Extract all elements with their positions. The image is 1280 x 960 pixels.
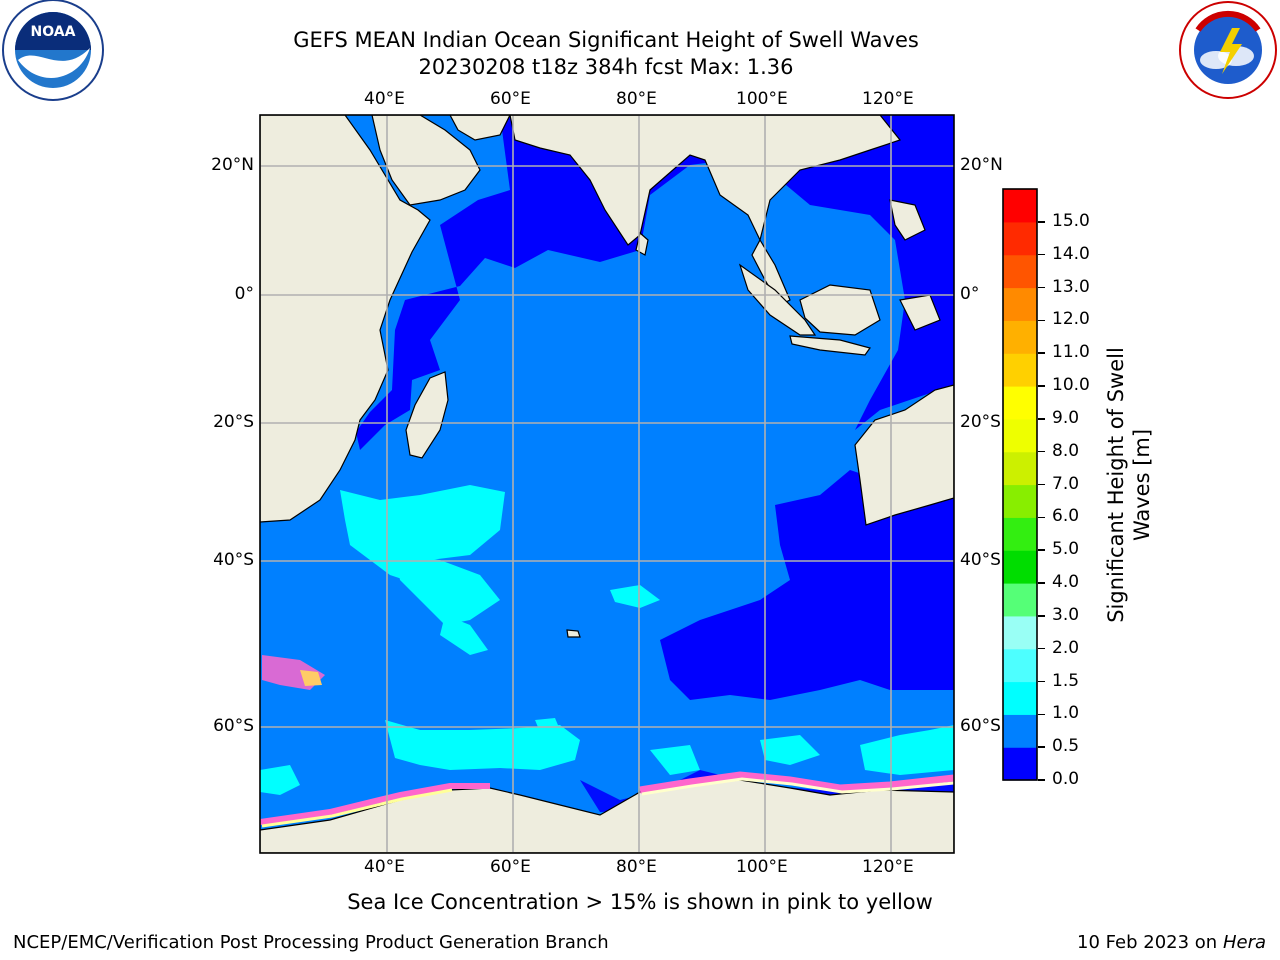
lat-label-left-20s: 20°S <box>213 412 254 432</box>
colorbar-tick-mark <box>1038 221 1045 223</box>
colorbar-tick-label: 7.0 <box>1052 473 1080 494</box>
colorbar-tick-mark <box>1038 680 1045 683</box>
date-text: 10 Feb 2023 <box>1077 932 1190 953</box>
colorbar-tick-label: 10.0 <box>1052 375 1090 395</box>
colorbar-tick-mark <box>1038 385 1045 387</box>
colorbar-tick-label: 5.0 <box>1052 539 1080 560</box>
colorbar-tick-mark <box>1038 779 1045 781</box>
colorbar-tick-mark <box>1038 253 1045 256</box>
chart-title: GEFS MEAN Indian Ocean Significant Heigh… <box>293 28 919 52</box>
colorbar-label: Significant Height of Swell Waves [m] <box>1103 347 1155 623</box>
nws-logo <box>1179 1 1277 99</box>
graticule <box>260 115 954 853</box>
colorbar-tick-mark <box>1038 549 1045 551</box>
colorbar-tick-label: 6.0 <box>1052 506 1080 527</box>
lon-label-bottom-120e: 120°E <box>862 857 914 877</box>
colorbar-tick-label: 9.0 <box>1052 407 1080 428</box>
colorbar-tick-mark <box>1038 615 1045 617</box>
lon-label-top-40e: 40°E <box>364 89 405 109</box>
colorbar-segment <box>1003 320 1037 354</box>
colorbar-tick-mark <box>1038 746 1045 748</box>
colorbar-tick-mark <box>1038 286 1045 289</box>
mid-swell-patches <box>260 485 954 795</box>
lat-label-right-60s: 60°S <box>960 716 1001 736</box>
colorbar-tick-label: 11.0 <box>1052 342 1090 363</box>
colorbar-tick-mark <box>1038 713 1045 716</box>
colorbar-tick-label: 13.0 <box>1052 276 1090 297</box>
colorbar-segment <box>1003 254 1037 289</box>
lon-label-bottom-80e: 80°E <box>616 857 657 877</box>
lat-label-left-20n: 20°N <box>211 155 254 175</box>
colorbar-tick-mark <box>1038 418 1045 420</box>
lat-label-right-0: 0° <box>960 284 980 304</box>
colorbar <box>1002 188 1038 781</box>
colorbar-segments <box>1003 189 1037 781</box>
lon-label-bottom-60e: 60°E <box>490 857 531 877</box>
colorbar-tick-label: 2.0 <box>1052 637 1080 658</box>
colorbar-segment <box>1003 714 1037 748</box>
colorbar-segment <box>1003 353 1037 387</box>
colorbar-tick-mark <box>1038 450 1045 453</box>
colorbar-segment <box>1003 747 1037 781</box>
colorbar-tick-mark <box>1038 647 1045 650</box>
lat-label-left-40s: 40°S <box>213 550 254 570</box>
credit-text: NCEP/EMC/Verification Post Processing Pr… <box>13 932 609 953</box>
colorbar-segment <box>1003 517 1037 551</box>
colorbar-tick-label: 0.0 <box>1052 769 1080 789</box>
low-swell-areas <box>356 115 954 812</box>
lat-label-right-20n: 20°N <box>960 155 1003 175</box>
colorbar-frame <box>1002 188 1038 781</box>
colorbar-tick-label: 8.0 <box>1052 440 1080 461</box>
noaa-logo-text: NOAA <box>31 24 76 40</box>
lon-label-top-100e: 100°E <box>736 89 788 109</box>
colorbar-segment <box>1003 418 1037 453</box>
date-on-text: on <box>1194 932 1218 953</box>
lat-label-right-40s: 40°S <box>960 550 1001 570</box>
colorbar-segment <box>1003 189 1037 223</box>
map-frame <box>259 114 955 854</box>
colorbar-tick-label: 15.0 <box>1052 210 1090 231</box>
colorbar-segment <box>1003 681 1037 715</box>
colorbar-tick-mark <box>1038 352 1045 354</box>
colorbar-segment <box>1003 648 1037 683</box>
colorbar-tick-label: 14.0 <box>1052 243 1090 264</box>
host-name: Hera <box>1222 932 1266 953</box>
colorbar-segment <box>1003 386 1037 420</box>
colorbar-tick-mark <box>1038 516 1045 519</box>
colorbar-segment <box>1003 615 1037 650</box>
lon-label-top-120e: 120°E <box>862 89 914 109</box>
colorbar-segment <box>1003 583 1037 617</box>
sea-ice-fringe <box>260 655 954 828</box>
colorbar-tick-label: 3.0 <box>1052 604 1080 625</box>
lat-label-left-60s: 60°S <box>213 716 254 736</box>
colorbar-tick-mark <box>1038 319 1045 322</box>
sea-ice-note: Sea Ice Concentration > 15% is shown in … <box>347 890 933 914</box>
colorbar-tick-label: 12.0 <box>1052 309 1090 330</box>
colorbar-tick-label: 1.5 <box>1052 670 1080 691</box>
date-stamp: 10 Feb 2023 on Hera <box>1077 932 1266 953</box>
colorbar-label-line1: Significant Height of Swell <box>1104 347 1128 623</box>
colorbar-tick-label: 0.5 <box>1052 736 1080 757</box>
colorbar-segment <box>1003 451 1037 486</box>
colorbar-tick-mark <box>1038 483 1045 486</box>
lon-label-top-60e: 60°E <box>490 89 531 109</box>
colorbar-segment <box>1003 221 1037 256</box>
lat-label-left-0: 0° <box>234 284 254 304</box>
lon-label-top-80e: 80°E <box>616 89 657 109</box>
noaa-logo: NOAA <box>2 0 104 101</box>
colorbar-segment <box>1003 287 1037 321</box>
colorbar-tick-label: 1.0 <box>1052 703 1080 724</box>
colorbar-segment <box>1003 484 1037 518</box>
colorbar-label-line2: Waves [m] <box>1130 428 1154 542</box>
lon-label-bottom-100e: 100°E <box>736 857 788 877</box>
lon-label-bottom-40e: 40°E <box>364 857 405 877</box>
chart-subtitle: 20230208 t18z 384h fcst Max: 1.36 <box>418 55 794 79</box>
colorbar-tick-mark <box>1038 582 1045 584</box>
land-masses <box>260 115 954 853</box>
lat-label-right-20s: 20°S <box>960 412 1001 432</box>
colorbar-tick-label: 4.0 <box>1052 572 1080 592</box>
colorbar-segment <box>1003 550 1037 584</box>
